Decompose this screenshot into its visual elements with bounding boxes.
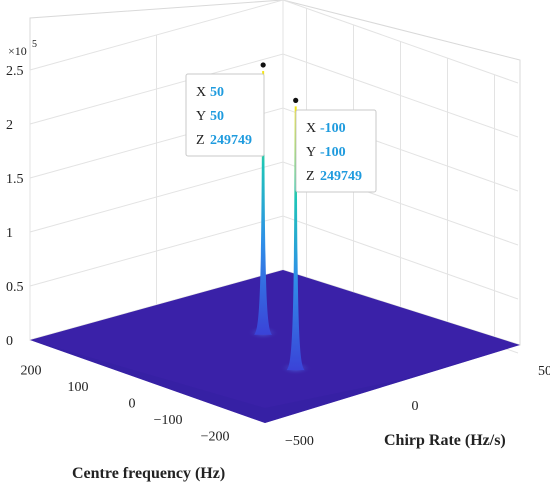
x-axis-label: Centre frequency (Hz): [72, 465, 225, 482]
surface-floor-shade: [30, 340, 520, 423]
peaks-layer: [247, 62, 312, 376]
datatip-value: 50: [210, 85, 224, 100]
datatip-box: [185, 73, 265, 157]
z-axis-ticks: 0 0.5 1 1.5 2 2.5: [6, 64, 24, 349]
y-tick-label: −500: [285, 434, 314, 449]
x-axis-ticks: 200 100 0 −100 −200: [21, 363, 230, 444]
y-axis-ticks: −500 0 500: [285, 364, 550, 449]
peak-spike: [254, 70, 273, 335]
datatip-box: [295, 109, 377, 193]
z-tick-label: 1.5: [6, 172, 24, 187]
x-tick-label: 100: [68, 380, 89, 395]
datatip-value: 249749: [320, 169, 362, 184]
z-tick-label: 1: [6, 226, 13, 241]
datatip-2[interactable]: X -100 Y -100 Z 249749: [295, 109, 377, 193]
peak-2: [279, 97, 312, 376]
peak-marker[interactable]: [293, 97, 299, 103]
datatip-value: -100: [320, 145, 346, 160]
z-gridline: [29, 0, 519, 84]
y-tick-label: 500: [538, 364, 550, 379]
y-axis-label: Chirp Rate (Hz/s): [384, 432, 506, 449]
datatip-key: Y: [196, 109, 206, 124]
datatip-key: Y: [306, 145, 316, 160]
x-tick-label: −100: [154, 413, 183, 428]
datatip-key: Z: [306, 169, 315, 184]
y-tick-label: 0: [412, 399, 419, 414]
surface-floor: [30, 270, 520, 423]
x-tick-label: −200: [201, 430, 230, 445]
x-tick-label: 0: [129, 397, 136, 412]
peak-marker[interactable]: [260, 62, 266, 68]
z-exponent-power: 5: [32, 39, 37, 50]
datatip-key: X: [196, 85, 206, 100]
z-tick-label: 0.5: [6, 280, 24, 295]
datatip-value: 50: [210, 109, 224, 124]
z-tick-label: 2.5: [6, 64, 24, 79]
datatip-key: X: [306, 121, 316, 136]
peak-1: [247, 62, 280, 340]
z-exponent-base: ×10: [8, 44, 27, 58]
datatip-key: Z: [196, 133, 205, 148]
peak-spike: [286, 106, 305, 371]
datatip-value: 249749: [210, 133, 252, 148]
x-tick-label: 200: [21, 363, 42, 378]
z-tick-label: 0: [6, 334, 13, 349]
datatip-value: -100: [320, 121, 346, 136]
datatip-1[interactable]: X 50 Y 50 Z 249749: [185, 73, 265, 157]
datatips-layer: X 50 Y 50 Z 249749 X -100 Y -100 Z 249749: [185, 73, 377, 193]
z-tick-label: 2: [6, 118, 13, 133]
